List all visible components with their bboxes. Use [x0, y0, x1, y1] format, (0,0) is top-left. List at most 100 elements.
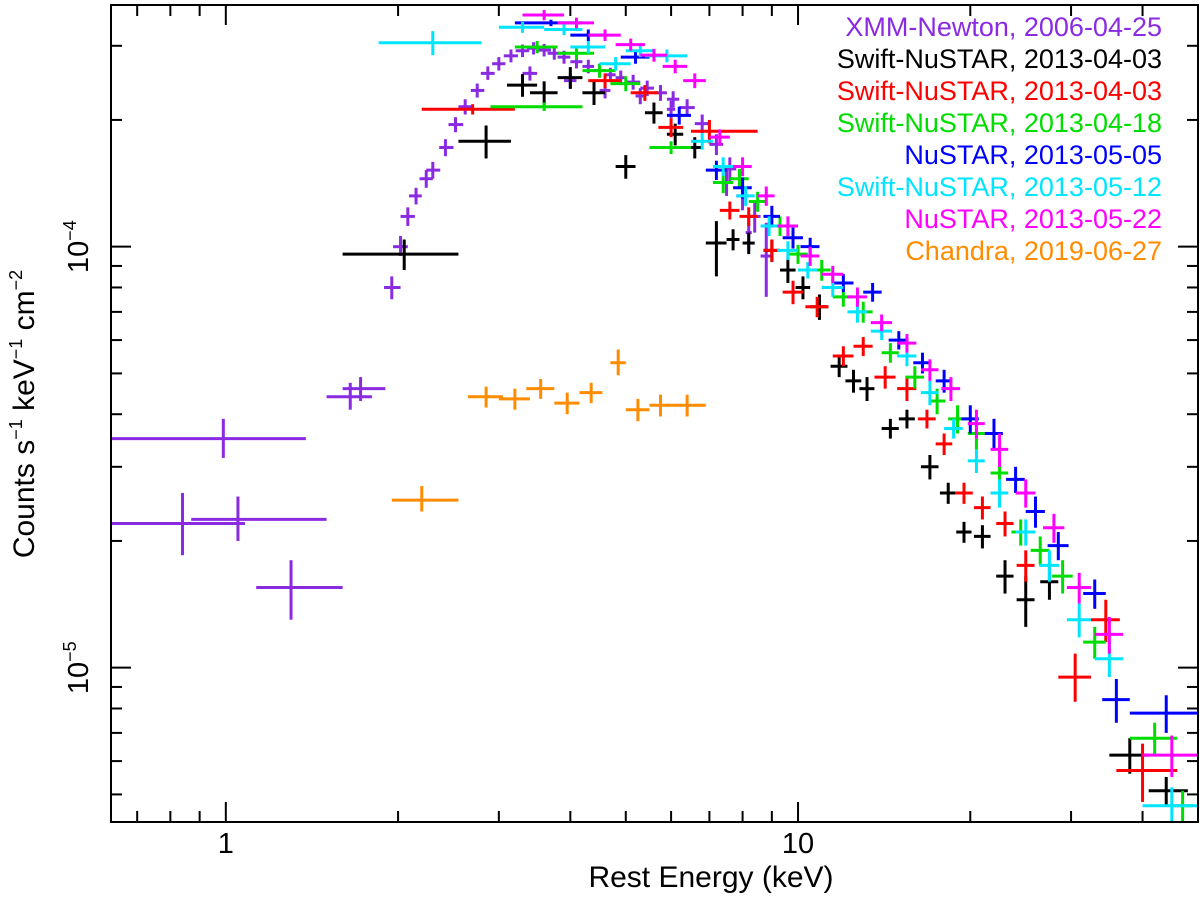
data-point [630, 85, 659, 101]
data-point [920, 455, 939, 480]
data-point [492, 57, 506, 71]
data-point [1015, 519, 1036, 546]
data-point [1066, 572, 1091, 604]
data-point [967, 449, 985, 474]
data-point [1094, 616, 1124, 654]
data-point [800, 246, 820, 266]
data-point [1016, 550, 1035, 582]
data-point [795, 276, 811, 300]
data-point [690, 119, 758, 144]
data-point [935, 433, 953, 456]
data-point [526, 378, 555, 399]
data-point [763, 239, 781, 262]
data-point [845, 369, 862, 393]
data-point [506, 74, 538, 97]
y-axis-label-exp: −1 [6, 419, 26, 440]
data-point [920, 359, 939, 381]
data-point [522, 66, 538, 81]
data-point [658, 118, 684, 138]
data-point [733, 157, 752, 177]
data-point [342, 239, 459, 271]
data-marks [111, 9, 1198, 822]
data-point [635, 88, 645, 105]
data-point [1102, 678, 1130, 723]
data-point [917, 409, 936, 429]
data-point [557, 17, 595, 29]
data-point [757, 186, 775, 206]
legend-entry: NuSTAR, 2013-05-22 [904, 204, 1162, 234]
data-point [973, 496, 991, 520]
data-point [973, 525, 991, 549]
data-point [1039, 550, 1060, 582]
data-point [742, 232, 755, 255]
data-point [967, 409, 985, 439]
data-point [439, 139, 454, 157]
data-point [644, 102, 663, 124]
data-point [588, 29, 621, 41]
data-point [874, 366, 896, 389]
axis-ticks [111, 5, 1199, 822]
data-point [870, 314, 893, 332]
y-tick-label: 10−4 [60, 220, 95, 273]
data-point [582, 63, 616, 78]
data-point [649, 141, 691, 155]
data-point [1052, 560, 1073, 594]
data-point [490, 102, 583, 112]
data-point [557, 67, 583, 89]
data-point [777, 241, 799, 260]
series-7 [391, 349, 706, 512]
data-point [615, 155, 636, 179]
data-point [709, 129, 730, 146]
data-point [326, 382, 372, 410]
data-point [888, 331, 909, 350]
data-point [421, 104, 515, 115]
data-point [719, 201, 740, 220]
data-point [1142, 735, 1198, 777]
y-tick-label: 10−5 [60, 641, 95, 694]
axis-tick-labels: 1 10 10−4 10−5 [60, 220, 814, 860]
data-point [599, 57, 631, 71]
data-point [956, 521, 972, 543]
legend-entry: Chandra, 2019-06-27 [905, 236, 1162, 266]
data-point [503, 49, 518, 63]
data-point [760, 216, 778, 237]
data-point [426, 161, 441, 179]
data-point [1025, 496, 1045, 528]
data-point [736, 186, 755, 206]
data-point [662, 59, 688, 74]
x-tick-label: 10 [782, 828, 814, 860]
y-axis-label-exp: −2 [6, 270, 26, 291]
data-point [256, 560, 343, 620]
data-point [920, 380, 939, 406]
data-point [990, 433, 1009, 467]
data-point [881, 343, 899, 363]
data-point [1006, 466, 1025, 493]
data-point [712, 157, 734, 177]
data-point [954, 482, 973, 504]
data-point [705, 221, 727, 277]
x-tick-label: 1 [218, 828, 234, 860]
data-point [897, 377, 917, 401]
data-point [853, 337, 873, 356]
legend-entry: Swift-NuSTAR, 2013-04-03 [837, 44, 1162, 74]
data-point [470, 83, 485, 98]
data-point [847, 287, 868, 307]
data-point [897, 334, 917, 353]
data-point [1116, 743, 1178, 802]
data-point [782, 227, 803, 249]
data-point [863, 282, 882, 302]
data-point [832, 346, 854, 367]
data-point [729, 168, 749, 190]
data-point [941, 377, 961, 401]
data-point [625, 398, 650, 422]
data-point [400, 207, 415, 226]
legend-entry: NuSTAR, 2013-05-05 [904, 140, 1162, 170]
data-point [448, 117, 464, 133]
data-point [1015, 479, 1036, 508]
data-point [760, 222, 772, 297]
data-point [671, 394, 706, 417]
y-tick-base: 10 [63, 662, 95, 694]
